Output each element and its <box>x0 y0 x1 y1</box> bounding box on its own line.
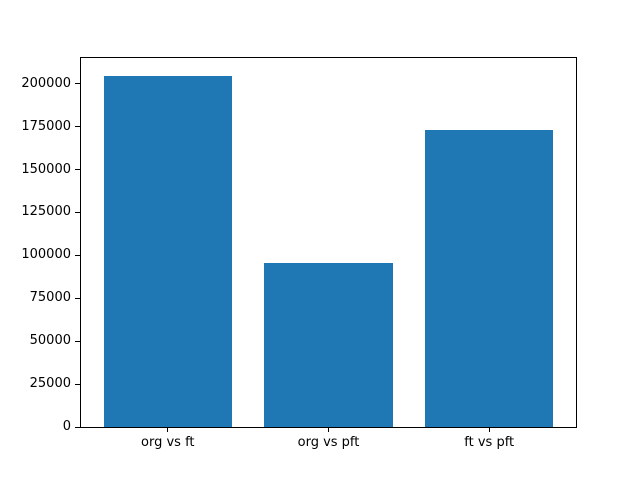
y-tick-label: 75000 <box>29 290 71 306</box>
plot-area: org vs ft org vs pft ft vs pft 0 25000 50000 7… <box>21 57 577 450</box>
y-tick-mark <box>75 83 80 85</box>
y-tick-mark <box>75 126 80 128</box>
y-tick-label: 150000 <box>21 161 71 177</box>
y-tick-label: 25000 <box>29 376 71 392</box>
y-tick-label: 175000 <box>21 118 71 134</box>
y-tick-label: 200000 <box>21 75 71 91</box>
x-tick-mark <box>488 427 490 432</box>
y-tick-label: 0 <box>62 419 71 434</box>
y-tick-mark <box>75 297 80 299</box>
x-tick-label: org vs ft <box>141 435 195 450</box>
y-tick-mark <box>75 426 80 428</box>
y-tick-mark <box>75 254 80 256</box>
x-tick-label: org vs pft <box>297 435 360 450</box>
y-tick-mark <box>75 340 80 342</box>
bar <box>103 76 233 427</box>
y-tick-label: 50000 <box>29 333 71 349</box>
y-tick-label: 125000 <box>21 204 71 220</box>
y-tick-mark <box>75 383 80 385</box>
bar <box>264 263 393 427</box>
y-tick-mark <box>75 169 80 171</box>
bar <box>424 130 554 427</box>
x-tick-mark <box>167 427 169 432</box>
x-tick-label: ft vs pft <box>464 435 515 450</box>
x-tick-mark <box>328 427 329 432</box>
y-tick-mark <box>75 211 80 213</box>
y-tick-label: 100000 <box>21 247 71 263</box>
